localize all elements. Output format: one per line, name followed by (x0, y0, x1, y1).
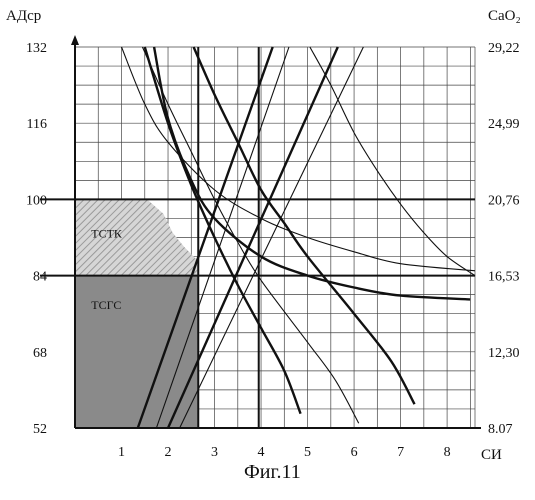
x-tick-label: 4 (258, 445, 265, 460)
region-tstk-label: ТСТК (91, 227, 123, 241)
x-tick-label: 6 (351, 445, 358, 460)
right-tick-label: 24,99 (488, 117, 520, 132)
right-tick-label: 20,76 (488, 193, 520, 208)
x-axis-title: СИ (481, 447, 502, 463)
left-tick-label: 52 (33, 422, 47, 437)
left-tick-label: 116 (27, 117, 47, 132)
x-tick-label: 7 (397, 445, 404, 460)
regions: ТСТК ТСГС (75, 199, 198, 428)
x-tick-label: 8 (444, 445, 451, 460)
left-axis-title: АДср (6, 8, 41, 24)
left-tick-label: 68 (33, 346, 47, 361)
left-tick-label: 84 (33, 270, 47, 285)
left-tick-label: 100 (26, 193, 47, 208)
right-tick-label: 29,22 (488, 41, 520, 56)
y-axis-arrow (71, 35, 79, 45)
x-tick-label: 2 (165, 445, 172, 460)
right-tick-label: 12,30 (488, 346, 520, 361)
left-tick-label: 132 (26, 41, 47, 56)
x-tick-label: 3 (211, 445, 218, 460)
x-tick-label: 1 (118, 445, 125, 460)
region-tsgs-label: ТСГС (91, 298, 121, 312)
right-tick-label: 8.07 (488, 422, 513, 437)
x-tick-label: 5 (304, 445, 311, 460)
right-axis-title: CaO₂ (488, 8, 521, 24)
figure-caption: Фиг.11 (244, 461, 301, 483)
right-tick-label: 16,53 (488, 270, 520, 285)
